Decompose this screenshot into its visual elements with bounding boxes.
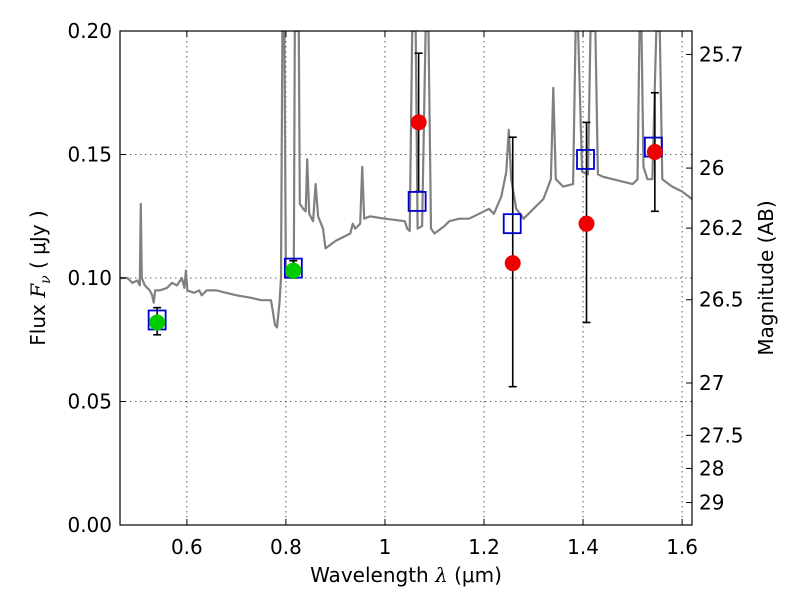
y2-tick-label: 27: [699, 371, 724, 395]
y-tick-label: 0.20: [67, 19, 112, 43]
observed-point: [285, 262, 302, 279]
y-axis-title: Flux Fν ( μJy ): [26, 210, 54, 345]
model-spectrum: [120, 31, 692, 329]
y-tick-labels: 0.00 0.05 0.10 0.15 0.20: [67, 19, 112, 537]
spectrum-line: [120, 31, 692, 329]
y-tick-label: 0.05: [67, 390, 112, 414]
x-tick-label: 1.4: [567, 535, 599, 559]
observed-point: [578, 215, 595, 232]
x-axis-title-unit: (μm): [448, 563, 502, 587]
y2-tick-label: 26.5: [699, 288, 744, 312]
x-axis-title: Wavelength λ (μm): [310, 563, 502, 587]
x-axis-title-prefix: Wavelength: [310, 563, 435, 587]
x-tick-label: 1: [379, 535, 392, 559]
y2-tick-label: 26: [699, 156, 724, 180]
x-tick-label: 1.2: [468, 535, 500, 559]
observed-markers: [149, 114, 663, 331]
observed-point: [646, 144, 663, 161]
model-band-point: [576, 149, 595, 170]
y-tick-label: 0.00: [67, 513, 112, 537]
y-axis-title-unit: ( μJy ): [26, 210, 50, 275]
axis-ticks: [120, 30, 692, 526]
model-band-point: [407, 191, 427, 212]
x-axis-title-var: λ: [434, 563, 448, 587]
y-tick-label: 0.10: [67, 266, 112, 290]
y-axis-title-sub: ν: [38, 275, 54, 284]
x-tick-label: 1.6: [666, 535, 698, 559]
model-band-point: [502, 213, 522, 235]
y2-tick-label: 26.2: [699, 216, 744, 240]
y-axis-title-var: F: [26, 283, 50, 299]
y2-tick-label: 28: [699, 456, 724, 480]
y-tick-label: 0.15: [67, 143, 112, 167]
y2-tick-label: 27.5: [699, 423, 744, 447]
x-tick-label: 0.8: [270, 535, 302, 559]
y2-axis-title: Magnitude (AB): [754, 200, 778, 355]
observed-point: [149, 314, 166, 331]
observed-point: [410, 114, 427, 131]
model-band-markers: [147, 136, 663, 331]
x-tick-label: 0.6: [171, 535, 203, 559]
grid-lines: [120, 31, 692, 525]
observed-point: [504, 255, 521, 272]
y2-tick-label: 25.7: [699, 42, 744, 66]
y2-tick-label: 29: [699, 491, 724, 515]
x-tick-labels: 0.6 0.8 1 1.2 1.4 1.6: [171, 535, 698, 559]
y-axis-title-prefix: Flux: [26, 298, 50, 346]
y2-tick-labels: 25.7 26 26.2 26.5 27 27.5 28 29: [699, 42, 744, 514]
